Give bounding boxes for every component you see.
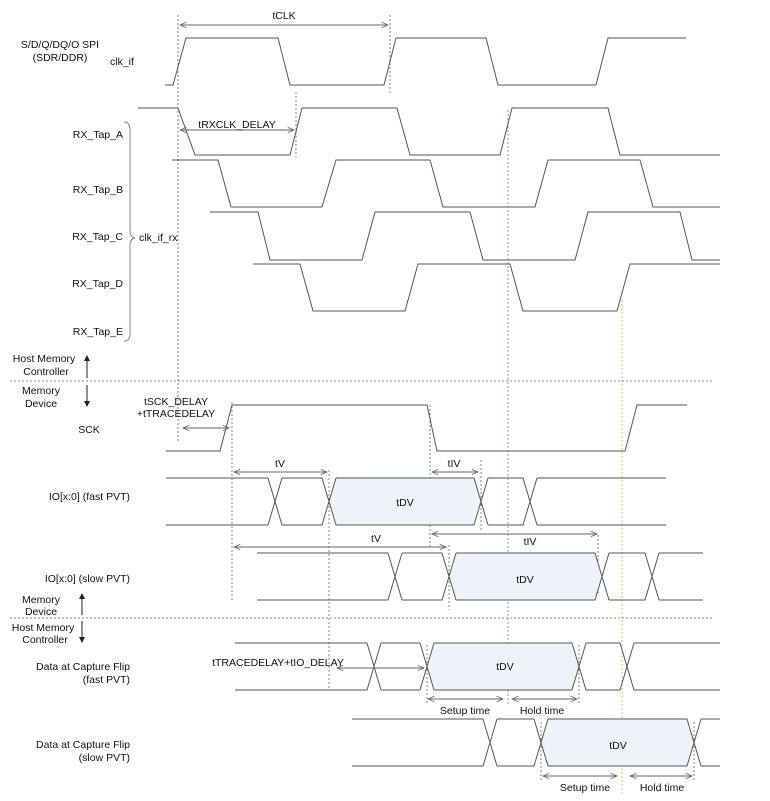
rx-tap-c-waveform — [210, 211, 720, 261]
tsck-delay-label: tSCK_DELAY — [144, 396, 208, 408]
clk-if-label: clk_if — [110, 56, 134, 68]
rx-tap-e-label: RX_Tap_E — [73, 326, 123, 338]
setup-fast-label: Setup time — [440, 705, 490, 717]
rx-tap-a-waveform — [138, 107, 720, 156]
hold-fast-label: Hold time — [520, 705, 565, 717]
sck-waveform — [166, 404, 687, 452]
mode-label: S/D/Q/DQ/O SPI — [21, 39, 99, 51]
tdv-io-slow-label: tDV — [516, 574, 534, 586]
capture-fast-label: (fast PVT) — [83, 674, 130, 686]
rx-tap-b-waveform — [172, 159, 720, 208]
capture-fast-label: Data at Capture Flip — [36, 661, 130, 673]
valid-window-fill — [449, 553, 602, 600]
mode-label: (SDR/DDR) — [33, 52, 88, 64]
tiv-fast-label: tIV — [448, 458, 461, 470]
host-label: Controller — [23, 366, 69, 378]
bus-waveform — [257, 552, 703, 601]
valid-window-fill — [541, 719, 694, 766]
tdv-io-fast-label: tDV — [396, 497, 414, 509]
host-label: Host Memory — [12, 622, 75, 634]
rx-tap-d-label: RX_Tap_D — [72, 278, 123, 290]
tdv-capture-fast-label: tDV — [496, 661, 514, 673]
io-fast-label: IO[x:0] (fast PVT) — [49, 491, 130, 503]
clk-if-rx-label: clk_if_rx — [139, 232, 178, 244]
host-label: Controller — [22, 634, 68, 646]
tclk-label: tCLK — [272, 10, 295, 22]
bus-waveform — [166, 477, 666, 526]
tv-fast-label: tV — [275, 458, 285, 470]
tv-slow-label: tV — [371, 533, 381, 545]
device-label: Memory — [22, 594, 61, 606]
io-slow-label: IO[x:0] (slow PVT) — [45, 573, 130, 585]
trxclk-delay-label: tRXCLK_DELAY — [198, 119, 275, 131]
tsck-delay-label: +tTRACEDELAY — [137, 408, 215, 420]
capture-slow-bus — [352, 718, 720, 767]
bus-waveform — [235, 642, 720, 691]
setup-slow-label: Setup time — [560, 782, 610, 794]
valid-window-fill — [427, 643, 579, 690]
device-label: Device — [25, 398, 57, 410]
clk-if-waveform — [165, 37, 686, 86]
bus-waveform — [352, 718, 720, 767]
tdv-capture-slow-label: tDV — [609, 740, 627, 752]
tiv-slow-label: tIV — [524, 536, 537, 548]
sck-label: SCK — [78, 424, 100, 436]
rx-tap-c-label: RX_Tap_C — [72, 231, 123, 243]
ttrace-io-delay-label: tTRACEDELAY+tIO_DELAY — [212, 657, 344, 669]
device-label: Device — [25, 606, 57, 618]
rx-tap-d-waveform — [253, 263, 720, 312]
valid-window-fill — [329, 478, 481, 525]
io-fast-bus — [166, 477, 666, 526]
timing-arrows — [180, 25, 692, 776]
clk-if-rx-brace — [123, 121, 136, 342]
capture-fast-bus — [235, 642, 720, 691]
capture-slow-label: (slow PVT) — [79, 752, 130, 764]
device-label: Memory — [22, 385, 61, 397]
rx-tap-b-label: RX_Tap_B — [73, 184, 123, 196]
io-slow-bus — [257, 552, 703, 601]
host-label: Host Memory — [13, 353, 76, 365]
capture-slow-label: Data at Capture Flip — [36, 739, 130, 751]
rx-tap-a-label: RX_Tap_A — [73, 129, 123, 141]
hold-slow-label: Hold time — [640, 782, 685, 794]
